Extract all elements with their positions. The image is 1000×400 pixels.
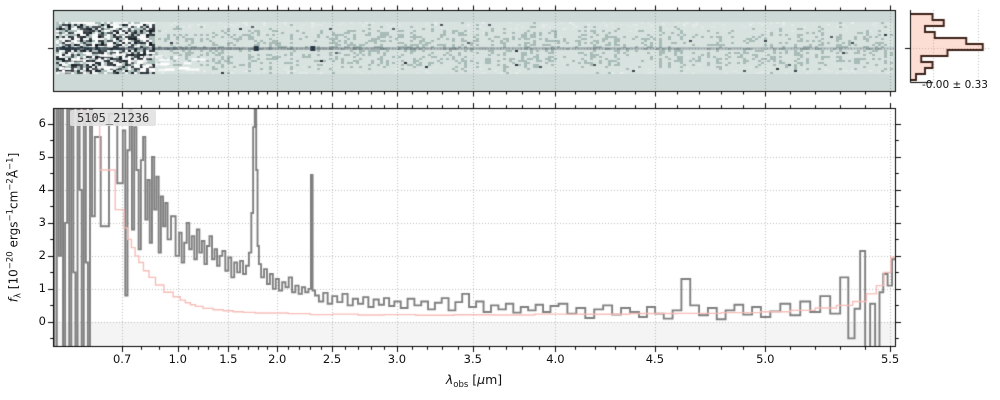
y-tick-label: 3: [38, 214, 46, 229]
y-axis-label-part: Å: [6, 169, 21, 179]
x-tick-label: 1.5: [219, 352, 238, 366]
profile-histogram-panel: [910, 10, 985, 82]
x-tick-label: 3.5: [463, 352, 482, 366]
y-tick-label: 5: [38, 148, 46, 163]
x-tick-label: 2.0: [268, 352, 287, 366]
source-id-label: 5105_21236: [70, 110, 157, 126]
spectrum-1d-panel: [53, 108, 896, 347]
x-tick-label: 1.0: [168, 352, 187, 366]
y-tick-label: 1: [38, 280, 46, 295]
y-axis-label-part: −1: [5, 157, 16, 170]
y-axis-label-part: ergs: [6, 221, 21, 252]
y-axis-label-part: [10: [6, 269, 21, 294]
y-axis-label-part: ]: [6, 152, 21, 158]
x-axis-label-part: [: [468, 372, 478, 387]
x-tick-label: 5.0: [756, 352, 775, 366]
y-tick-label: 6: [38, 115, 46, 130]
x-tick-label: 2.5: [322, 352, 342, 366]
y-axis-label-part: −1: [5, 208, 16, 222]
y-axis-label-part: −20: [5, 251, 16, 270]
y-axis-label: fλ [10−20 ergs−1cm−2Å−1]: [5, 118, 24, 338]
x-tick-label: 5.5: [880, 352, 900, 366]
y-tick-label: 0: [38, 313, 46, 328]
x-tick-label: 0.7: [112, 352, 132, 366]
y-axis-label-part: −2: [5, 178, 16, 191]
x-tick-label: 3.0: [387, 352, 407, 366]
x-axis-label-part: obs: [453, 380, 469, 390]
y-axis-label-part: cm: [6, 190, 21, 209]
x-axis-label-part: m]: [485, 372, 503, 387]
y-tick-label: 4: [38, 181, 46, 196]
x-tick-label: 4.0: [546, 352, 565, 366]
y-axis-label-part: f: [6, 298, 21, 303]
x-axis-label-part: λ: [445, 372, 454, 387]
y-axis-label-part: λ: [13, 293, 24, 299]
x-tick-label: 4.5: [645, 352, 665, 366]
x-axis-label-part: μ: [477, 372, 486, 387]
y-tick-label: 2: [38, 247, 46, 262]
spectrum-2d-panel: [53, 10, 896, 92]
x-axis-label: λobs [μm]: [374, 372, 574, 390]
profile-stats-label: -0.00 ± 0.33: [921, 79, 988, 91]
